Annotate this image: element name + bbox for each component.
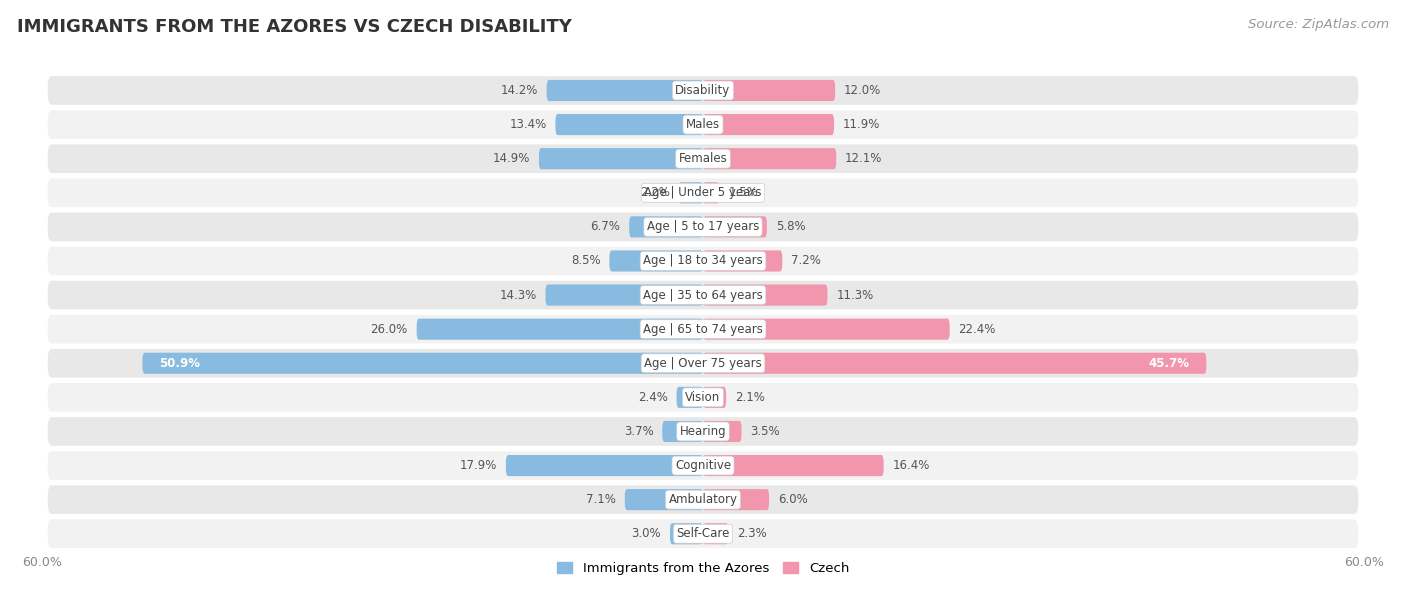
- FancyBboxPatch shape: [416, 319, 703, 340]
- Text: Age | 65 to 74 years: Age | 65 to 74 years: [643, 323, 763, 335]
- FancyBboxPatch shape: [555, 114, 703, 135]
- Text: 22.4%: 22.4%: [959, 323, 995, 335]
- Text: Self-Care: Self-Care: [676, 528, 730, 540]
- Text: Females: Females: [679, 152, 727, 165]
- Text: Hearing: Hearing: [679, 425, 727, 438]
- Text: 7.2%: 7.2%: [792, 255, 821, 267]
- FancyBboxPatch shape: [48, 110, 1358, 139]
- FancyBboxPatch shape: [703, 114, 834, 135]
- Text: 14.3%: 14.3%: [499, 289, 537, 302]
- FancyBboxPatch shape: [703, 80, 835, 101]
- FancyBboxPatch shape: [703, 489, 769, 510]
- Text: 2.2%: 2.2%: [640, 186, 669, 200]
- FancyBboxPatch shape: [703, 421, 741, 442]
- FancyBboxPatch shape: [662, 421, 703, 442]
- FancyBboxPatch shape: [48, 451, 1358, 480]
- Text: 6.0%: 6.0%: [778, 493, 807, 506]
- Text: Age | 5 to 17 years: Age | 5 to 17 years: [647, 220, 759, 233]
- FancyBboxPatch shape: [547, 80, 703, 101]
- Text: 5.8%: 5.8%: [776, 220, 806, 233]
- FancyBboxPatch shape: [609, 250, 703, 272]
- Text: 11.3%: 11.3%: [837, 289, 873, 302]
- Text: Cognitive: Cognitive: [675, 459, 731, 472]
- Text: 11.9%: 11.9%: [842, 118, 880, 131]
- FancyBboxPatch shape: [669, 523, 703, 544]
- Text: 17.9%: 17.9%: [460, 459, 498, 472]
- FancyBboxPatch shape: [48, 485, 1358, 514]
- Text: 12.0%: 12.0%: [844, 84, 882, 97]
- FancyBboxPatch shape: [48, 520, 1358, 548]
- Text: 7.1%: 7.1%: [586, 493, 616, 506]
- FancyBboxPatch shape: [703, 353, 1206, 374]
- FancyBboxPatch shape: [703, 148, 837, 170]
- FancyBboxPatch shape: [538, 148, 703, 170]
- FancyBboxPatch shape: [48, 212, 1358, 241]
- FancyBboxPatch shape: [48, 315, 1358, 343]
- FancyBboxPatch shape: [48, 383, 1358, 412]
- Text: Vision: Vision: [685, 391, 721, 404]
- Text: 13.4%: 13.4%: [509, 118, 547, 131]
- FancyBboxPatch shape: [48, 179, 1358, 207]
- FancyBboxPatch shape: [703, 387, 725, 408]
- Text: Ambulatory: Ambulatory: [668, 493, 738, 506]
- Text: 16.4%: 16.4%: [893, 459, 929, 472]
- Text: 3.7%: 3.7%: [624, 425, 654, 438]
- FancyBboxPatch shape: [48, 281, 1358, 310]
- FancyBboxPatch shape: [142, 353, 703, 374]
- FancyBboxPatch shape: [48, 76, 1358, 105]
- FancyBboxPatch shape: [546, 285, 703, 305]
- Text: 2.4%: 2.4%: [638, 391, 668, 404]
- FancyBboxPatch shape: [506, 455, 703, 476]
- Text: 45.7%: 45.7%: [1149, 357, 1189, 370]
- Text: 2.1%: 2.1%: [735, 391, 765, 404]
- FancyBboxPatch shape: [703, 182, 720, 203]
- Text: 12.1%: 12.1%: [845, 152, 883, 165]
- Text: Age | 18 to 34 years: Age | 18 to 34 years: [643, 255, 763, 267]
- Text: 14.2%: 14.2%: [501, 84, 537, 97]
- FancyBboxPatch shape: [703, 455, 883, 476]
- Text: IMMIGRANTS FROM THE AZORES VS CZECH DISABILITY: IMMIGRANTS FROM THE AZORES VS CZECH DISA…: [17, 18, 572, 36]
- Text: Age | Under 5 years: Age | Under 5 years: [644, 186, 762, 200]
- Text: 3.0%: 3.0%: [631, 528, 661, 540]
- Text: 3.5%: 3.5%: [751, 425, 780, 438]
- FancyBboxPatch shape: [630, 216, 703, 237]
- Text: 6.7%: 6.7%: [591, 220, 620, 233]
- FancyBboxPatch shape: [48, 247, 1358, 275]
- Text: Source: ZipAtlas.com: Source: ZipAtlas.com: [1249, 18, 1389, 31]
- FancyBboxPatch shape: [703, 285, 828, 305]
- Text: Age | Over 75 years: Age | Over 75 years: [644, 357, 762, 370]
- Text: Disability: Disability: [675, 84, 731, 97]
- Text: Age | 35 to 64 years: Age | 35 to 64 years: [643, 289, 763, 302]
- FancyBboxPatch shape: [703, 250, 782, 272]
- FancyBboxPatch shape: [624, 489, 703, 510]
- FancyBboxPatch shape: [48, 349, 1358, 378]
- Legend: Immigrants from the Azores, Czech: Immigrants from the Azores, Czech: [551, 556, 855, 580]
- Text: 26.0%: 26.0%: [371, 323, 408, 335]
- FancyBboxPatch shape: [703, 319, 949, 340]
- Text: 2.3%: 2.3%: [737, 528, 766, 540]
- Text: 50.9%: 50.9%: [159, 357, 200, 370]
- FancyBboxPatch shape: [48, 417, 1358, 446]
- FancyBboxPatch shape: [676, 387, 703, 408]
- Text: Males: Males: [686, 118, 720, 131]
- FancyBboxPatch shape: [703, 523, 728, 544]
- FancyBboxPatch shape: [679, 182, 703, 203]
- Text: 14.9%: 14.9%: [492, 152, 530, 165]
- Text: 8.5%: 8.5%: [571, 255, 600, 267]
- FancyBboxPatch shape: [703, 216, 766, 237]
- Text: 1.5%: 1.5%: [728, 186, 758, 200]
- FancyBboxPatch shape: [48, 144, 1358, 173]
